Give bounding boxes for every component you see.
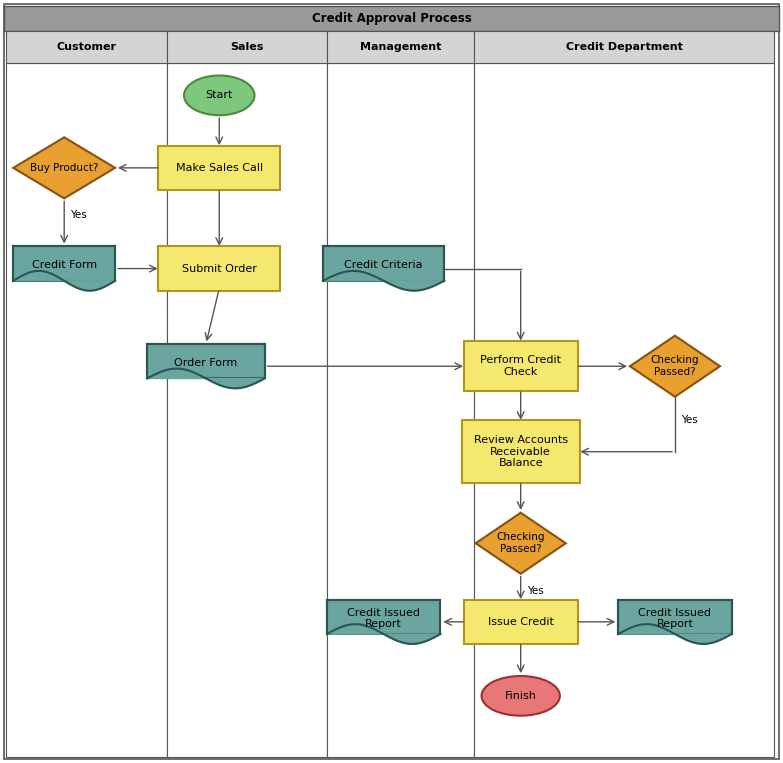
- FancyBboxPatch shape: [13, 246, 115, 281]
- Text: Perform Credit
Check: Perform Credit Check: [480, 356, 561, 377]
- Text: Finish: Finish: [505, 691, 536, 701]
- Polygon shape: [619, 624, 731, 644]
- Polygon shape: [323, 271, 445, 291]
- FancyBboxPatch shape: [474, 31, 774, 63]
- Text: Credit Form: Credit Form: [31, 260, 97, 270]
- Text: Checking
Passed?: Checking Passed?: [496, 533, 545, 554]
- Polygon shape: [630, 336, 720, 397]
- FancyBboxPatch shape: [147, 344, 265, 378]
- Text: Credit Criteria: Credit Criteria: [345, 260, 423, 270]
- Polygon shape: [476, 513, 565, 574]
- FancyBboxPatch shape: [462, 420, 579, 483]
- Text: Order Form: Order Form: [175, 358, 237, 368]
- Text: Start: Start: [206, 90, 233, 101]
- Polygon shape: [13, 271, 115, 291]
- FancyBboxPatch shape: [167, 31, 327, 63]
- Text: Review Accounts
Receivable
Balance: Review Accounts Receivable Balance: [474, 435, 568, 468]
- FancyBboxPatch shape: [474, 63, 774, 757]
- FancyBboxPatch shape: [167, 63, 327, 757]
- Text: Credit Department: Credit Department: [566, 41, 683, 52]
- FancyBboxPatch shape: [619, 600, 731, 634]
- Ellipse shape: [184, 76, 254, 115]
- FancyBboxPatch shape: [6, 63, 167, 757]
- Text: Yes: Yes: [70, 210, 87, 221]
- Ellipse shape: [482, 676, 560, 716]
- Polygon shape: [327, 624, 440, 644]
- Text: Sales: Sales: [230, 41, 264, 52]
- Text: Buy Product?: Buy Product?: [30, 163, 99, 173]
- FancyBboxPatch shape: [464, 600, 578, 644]
- FancyBboxPatch shape: [4, 6, 779, 31]
- Polygon shape: [147, 369, 265, 388]
- Text: Credit Issued
Report: Credit Issued Report: [638, 608, 712, 629]
- FancyBboxPatch shape: [327, 31, 474, 63]
- FancyBboxPatch shape: [6, 31, 167, 63]
- FancyBboxPatch shape: [158, 246, 280, 291]
- Text: Management: Management: [360, 41, 442, 52]
- Text: Make Sales Call: Make Sales Call: [175, 163, 263, 173]
- Polygon shape: [13, 137, 115, 198]
- Text: Yes: Yes: [527, 585, 543, 596]
- Text: Yes: Yes: [681, 414, 698, 425]
- Text: Customer: Customer: [56, 41, 117, 52]
- Text: Checking
Passed?: Checking Passed?: [651, 356, 699, 377]
- FancyBboxPatch shape: [327, 63, 474, 757]
- Text: Submit Order: Submit Order: [182, 263, 257, 274]
- FancyBboxPatch shape: [327, 600, 440, 634]
- FancyBboxPatch shape: [158, 146, 280, 190]
- FancyBboxPatch shape: [464, 341, 578, 391]
- Text: Issue Credit: Issue Credit: [488, 617, 554, 627]
- Text: Credit Issued
Report: Credit Issued Report: [347, 608, 420, 629]
- FancyBboxPatch shape: [4, 4, 779, 759]
- Text: Credit Approval Process: Credit Approval Process: [312, 11, 471, 25]
- FancyBboxPatch shape: [323, 246, 445, 281]
